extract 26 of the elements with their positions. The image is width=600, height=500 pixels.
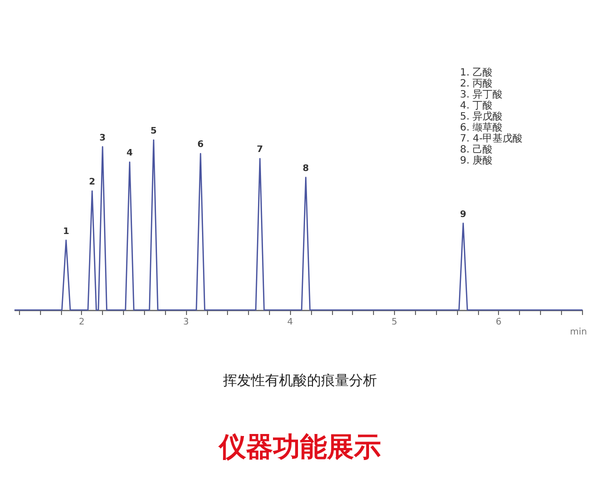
x-tick-label: 2	[78, 318, 85, 328]
text: 仪器功能展示	[218, 432, 381, 463]
text: 4. 丁酸	[460, 100, 493, 112]
annotation: 5	[150, 126, 157, 136]
annotation: 7. 4-甲基戊酸	[460, 132, 523, 144]
annotation: 3	[99, 133, 106, 144]
annotation: 7	[256, 145, 264, 156]
annotation: 4	[126, 148, 133, 159]
x-tick-label: 3	[183, 318, 189, 328]
x-tick-label: 5	[392, 318, 398, 328]
annotation: 8	[302, 164, 309, 174]
x-tick-label: 6	[496, 318, 502, 328]
text: 2. 丙酸	[460, 78, 493, 90]
text: 3. 异丁酸	[460, 88, 503, 100]
text: 6. 缬草酸	[460, 122, 503, 134]
x-tick-label: 4	[287, 318, 294, 328]
text: 挥发性有机酸的痕量分析	[223, 373, 377, 389]
text: 1. 乙酸	[460, 66, 493, 78]
annotation: 9	[460, 210, 466, 220]
annotation: 9. 庚酸	[460, 154, 493, 166]
annotation: 6	[197, 140, 204, 150]
annotation: 2	[88, 178, 96, 188]
annotation: 8. 己酸	[460, 144, 493, 156]
text: 5. 异戊酸	[460, 110, 503, 122]
annotation: 1	[62, 226, 70, 237]
x-axis-title: min	[570, 328, 587, 338]
